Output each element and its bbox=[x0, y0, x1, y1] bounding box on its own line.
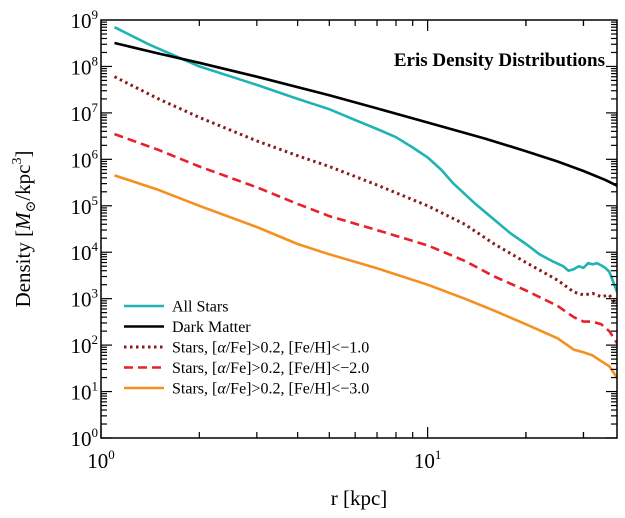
x-tick-label: 101 bbox=[414, 447, 442, 473]
y-tick-label: 109 bbox=[71, 7, 99, 33]
series-line-4 bbox=[114, 132, 617, 344]
series-layer bbox=[113, 26, 617, 379]
series-line-5 bbox=[114, 174, 617, 379]
y-tick-label: 100 bbox=[71, 425, 99, 451]
legend-label-3: Stars, [α/Fe]>0.2, [Fe/H]<−1.0 bbox=[172, 340, 369, 357]
legend-label-2: Dark Matter bbox=[172, 319, 251, 336]
y-tick-label: 106 bbox=[71, 146, 99, 172]
legend-label-5: Stars, [α/Fe]>0.2, [Fe/H]<−3.0 bbox=[172, 381, 369, 398]
legend-label-1: All Stars bbox=[172, 299, 228, 316]
y-axis-title-symbol: M bbox=[11, 211, 35, 231]
y-tick-label: 104 bbox=[71, 239, 99, 265]
y-tick-label: 102 bbox=[71, 332, 99, 358]
series-line-3 bbox=[113, 75, 617, 307]
y-axis-title-prefix: Density [ bbox=[11, 230, 35, 308]
series-line-2 bbox=[114, 41, 617, 187]
series-line-1 bbox=[113, 26, 617, 293]
chart-title: Eris Density Distributions bbox=[394, 50, 605, 71]
x-axis-title: r [kpc] bbox=[331, 486, 388, 510]
y-axis-title-suffix: ] bbox=[11, 151, 35, 158]
y-axis-title-exponent: 3 bbox=[10, 158, 25, 165]
y-axis-title: Density [M⊙/kpc3] bbox=[10, 151, 39, 308]
x-tick-label: 100 bbox=[87, 447, 115, 473]
tick-labels: 100 101 100 101 102 103 104 105 106 107 108 109 bbox=[71, 7, 442, 473]
y-tick-label: 107 bbox=[71, 100, 99, 126]
y-tick-label: 108 bbox=[71, 53, 99, 79]
y-tick-label: 103 bbox=[71, 286, 99, 312]
plot-frame bbox=[100, 19, 618, 439]
y-tick-label: 101 bbox=[71, 379, 99, 405]
ticks-layer bbox=[100, 20, 617, 439]
y-axis-title-subscript: ⊙ bbox=[24, 201, 39, 213]
legend-label-4: Stars, [α/Fe]>0.2, [Fe/H]<−2.0 bbox=[172, 360, 369, 377]
y-axis-title-unit: /kpc bbox=[11, 165, 35, 201]
y-tick-label: 105 bbox=[71, 193, 99, 219]
legend: All Stars Dark Matter Stars, [α/Fe]>0.2, [… bbox=[124, 299, 369, 398]
